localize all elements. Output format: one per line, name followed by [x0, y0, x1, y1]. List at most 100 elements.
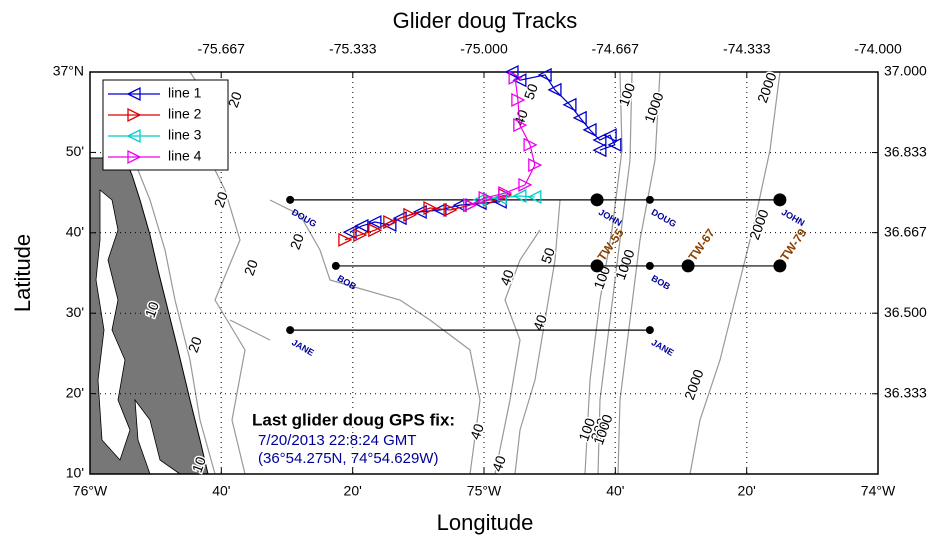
x2-tick-label: -75.667: [197, 41, 245, 57]
legend-label: line 4: [168, 148, 202, 164]
track-marker: [582, 122, 597, 137]
x2-tick-label: -74.333: [723, 41, 771, 57]
x-axis-label: Longitude: [437, 510, 534, 535]
station: [773, 193, 787, 207]
legend-box: [102, 79, 229, 171]
x-tick-label: 40': [606, 483, 624, 499]
station: [645, 261, 654, 270]
track-marker: [511, 92, 526, 108]
track-marker: [518, 177, 533, 192]
station: [773, 259, 787, 273]
track-marker: [367, 214, 382, 230]
track-marker: [478, 190, 493, 205]
track-marker: [492, 190, 507, 205]
contour-label: 40: [530, 312, 550, 332]
contour: [617, 71, 661, 475]
x-tick-label: 20': [738, 483, 756, 499]
contour: [597, 71, 633, 475]
legend-label: line 1: [168, 85, 202, 101]
contour-label: 40: [489, 453, 509, 473]
track-marker: [592, 132, 607, 148]
legend-label: line 2: [168, 106, 202, 122]
contour-label: 20: [225, 89, 245, 109]
station: [590, 259, 604, 273]
x2-tick-label: -75.333: [329, 41, 377, 57]
track-marker: [463, 198, 478, 213]
track-marker: [512, 188, 527, 204]
contour-label: 40: [511, 107, 531, 127]
track-marker: [504, 64, 519, 80]
track-marker: [592, 143, 607, 158]
contour: [494, 229, 541, 475]
track-marker: [537, 67, 552, 82]
legend-label: line 3: [168, 127, 202, 143]
contour: [269, 199, 481, 475]
track-marker: [572, 110, 587, 125]
y2-tick-label: 36.333: [884, 384, 927, 400]
track-marker: [602, 128, 617, 143]
track-marker: [562, 97, 577, 112]
contour-label: 10: [142, 299, 162, 319]
station: [645, 195, 654, 204]
track-marker: [353, 228, 368, 243]
contour-label: 40: [497, 267, 517, 287]
track-marker: [392, 211, 407, 226]
x2-tick-label: -74.667: [591, 41, 639, 57]
contour: [689, 71, 781, 475]
y-tick-label: 40': [66, 223, 84, 239]
y-tick-label: 30': [66, 304, 84, 320]
chart-title: Glider doug Tracks: [393, 8, 578, 33]
y-axis-label: Latitude: [10, 234, 35, 312]
station: [681, 259, 695, 273]
track-marker: [528, 158, 543, 173]
x-tick-label: 76°W: [73, 483, 108, 499]
y2-tick-label: 36.833: [884, 143, 927, 159]
track-line: [469, 77, 536, 206]
x2-tick-label: -75.000: [460, 41, 508, 57]
y-tick-label: 10': [66, 465, 84, 481]
contour-label: 20: [241, 257, 261, 277]
station: [331, 261, 340, 270]
legend-marker: [127, 149, 142, 165]
contour-label: 50: [538, 245, 558, 265]
contour-label: 10: [189, 454, 209, 474]
track-marker: [412, 204, 427, 219]
track-marker: [368, 223, 383, 238]
annotation-line: 7/20/2013 22:8:24 GMT: [258, 432, 416, 449]
station: [286, 195, 295, 204]
track-marker: [342, 225, 357, 240]
contour-label: 20: [211, 189, 231, 209]
land-water: [95, 189, 131, 461]
track-marker: [338, 232, 353, 247]
legend-marker: [127, 107, 142, 123]
track-marker: [527, 189, 542, 204]
track-marker: [607, 137, 622, 152]
contours: [129, 71, 781, 475]
station: [286, 326, 295, 335]
y-tick-label: 37°N: [53, 63, 84, 79]
track-marker: [443, 202, 458, 218]
contour-label: 20: [287, 231, 307, 251]
annotation-title: Last glider doug GPS fix:: [252, 410, 455, 429]
track-marker: [498, 186, 513, 201]
track-marker: [354, 218, 369, 233]
x-tick-label: 74°W: [861, 483, 896, 499]
track-marker: [403, 207, 418, 222]
y-tick-label: 50': [66, 143, 84, 159]
track-marker: [523, 137, 538, 152]
contour: [584, 71, 623, 475]
track-marker: [547, 82, 562, 97]
contour-label: 20: [185, 334, 205, 354]
contour: [129, 149, 216, 475]
legend-marker: [126, 86, 141, 102]
track-marker: [383, 214, 398, 230]
x-tick-label: 20': [344, 483, 362, 499]
x-tick-label: 75°W: [467, 483, 502, 499]
annotation-line: (36°54.275N, 74°54.629W): [258, 450, 438, 467]
y2-tick-label: 36.667: [884, 223, 927, 239]
track-marker: [423, 200, 438, 216]
y2-tick-label: 37.000: [884, 63, 927, 79]
track-marker: [508, 70, 523, 85]
y2-tick-label: 36.500: [884, 304, 927, 320]
